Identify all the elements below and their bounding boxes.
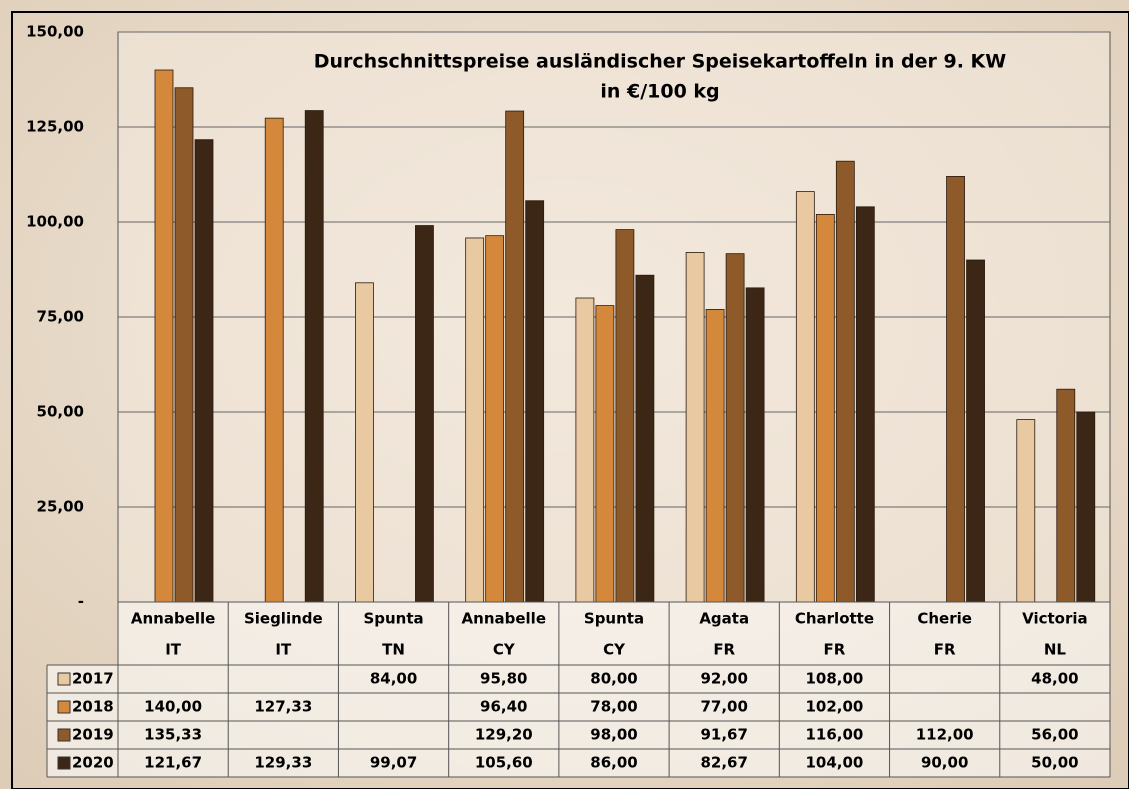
table-value: 140,00 — [144, 698, 202, 716]
bar — [595, 305, 615, 603]
table-value: 127,33 — [254, 698, 312, 716]
table-value: 96,40 — [480, 698, 527, 716]
bar — [304, 110, 324, 603]
bar — [485, 235, 505, 603]
legend-swatch — [57, 756, 71, 770]
y-tick-label: 75,00 — [37, 308, 84, 326]
bar — [635, 274, 655, 603]
category-label: Spunta — [584, 610, 644, 628]
bar — [795, 191, 815, 603]
country-label: CY — [603, 641, 626, 659]
table-value: 112,00 — [916, 726, 974, 744]
bar — [355, 282, 374, 603]
bar — [505, 110, 525, 603]
table-value: 50,00 — [1031, 754, 1078, 772]
legend-label: 2020 — [72, 754, 114, 772]
table-value: 116,00 — [805, 726, 863, 744]
table-value: 99,07 — [370, 754, 417, 772]
bar — [946, 175, 965, 603]
country-label: IT — [275, 641, 292, 659]
table-value: 78,00 — [590, 698, 637, 716]
bar — [194, 139, 214, 603]
table-value: 95,80 — [480, 670, 527, 688]
y-tick-label: 125,00 — [26, 118, 84, 136]
y-tick-label: - — [78, 593, 84, 611]
bar — [725, 253, 745, 603]
legend-swatch — [57, 728, 71, 742]
legend-label: 2018 — [72, 698, 114, 716]
bar — [615, 229, 635, 603]
table-value: 48,00 — [1031, 670, 1078, 688]
table-value: 56,00 — [1031, 726, 1078, 744]
category-label: Sieglinde — [244, 610, 323, 628]
bar — [174, 87, 194, 603]
legend-label: 2019 — [72, 726, 114, 744]
bar — [685, 251, 705, 603]
category-label: Annabelle — [462, 610, 546, 628]
legend-swatch — [57, 672, 71, 686]
bar — [575, 297, 595, 603]
category-label: Victoria — [1022, 610, 1088, 628]
country-label: FR — [934, 641, 956, 659]
category-label: Charlotte — [795, 610, 874, 628]
bar — [835, 160, 855, 603]
country-label: TN — [382, 641, 405, 659]
bar — [745, 287, 765, 603]
table-value: 91,67 — [700, 726, 747, 744]
bar — [525, 200, 545, 603]
category-label: Annabelle — [131, 610, 215, 628]
bar — [855, 206, 875, 603]
bar — [465, 237, 485, 603]
table-value: 135,33 — [144, 726, 202, 744]
bar — [1016, 419, 1036, 603]
y-tick-label: 50,00 — [37, 403, 84, 421]
table-value: 92,00 — [700, 670, 747, 688]
table-value: 80,00 — [590, 670, 637, 688]
table-value: 82,67 — [700, 754, 747, 772]
legend-swatch — [57, 700, 71, 714]
country-label: IT — [165, 641, 182, 659]
table-value: 77,00 — [700, 698, 747, 716]
bar — [1056, 388, 1076, 603]
y-tick-label: 25,00 — [37, 498, 84, 516]
table-value: 104,00 — [805, 754, 863, 772]
chart-subtitle: in €/100 kg — [600, 81, 719, 103]
frame — [11, 11, 1129, 789]
category-label: Agata — [699, 610, 749, 628]
table-value: 86,00 — [590, 754, 637, 772]
chart-title: Durchschnittspreise ausländischer Speise… — [314, 51, 1007, 73]
table-value: 108,00 — [805, 670, 863, 688]
table-bg — [118, 602, 1110, 665]
table-value: 129,33 — [254, 754, 312, 772]
table-value: 90,00 — [921, 754, 968, 772]
bar — [705, 308, 725, 603]
legend-label: 2017 — [72, 670, 114, 688]
bar — [966, 259, 985, 603]
y-tick-label: 100,00 — [26, 213, 84, 231]
bar — [154, 69, 174, 603]
country-label: FR — [824, 641, 846, 659]
category-label: Cherie — [917, 610, 972, 628]
table-value: 98,00 — [590, 726, 637, 744]
bar — [1076, 411, 1096, 603]
bar — [264, 117, 284, 603]
table-value: 102,00 — [805, 698, 863, 716]
bar — [415, 225, 434, 603]
category-label: Spunta — [363, 610, 423, 628]
country-label: FR — [713, 641, 735, 659]
table-value: 121,67 — [144, 754, 202, 772]
table-value: 84,00 — [370, 670, 417, 688]
bar — [815, 213, 835, 603]
country-label: CY — [493, 641, 516, 659]
table-value: 129,20 — [475, 726, 533, 744]
table-value: 105,60 — [475, 754, 533, 772]
y-tick-label: 150,00 — [26, 23, 84, 41]
country-label: NL — [1044, 641, 1067, 659]
